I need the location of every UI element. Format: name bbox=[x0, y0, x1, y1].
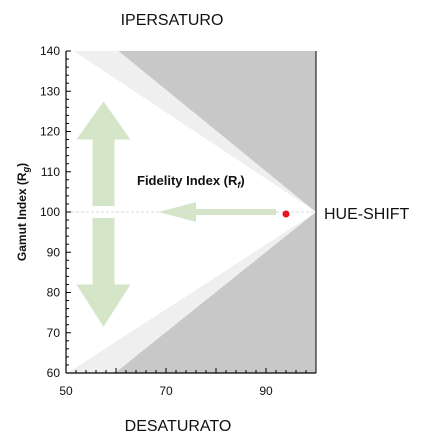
y-tick-label: 90 bbox=[47, 245, 61, 259]
dark-region bbox=[115, 51, 316, 373]
down-arrow bbox=[76, 218, 131, 327]
y-axis-title-close: ) bbox=[15, 163, 29, 167]
fidelity-index-subscript: f bbox=[237, 180, 241, 190]
y-tick-label: 80 bbox=[47, 286, 61, 300]
y-tick-label: 130 bbox=[40, 84, 60, 98]
x-tick-label: 90 bbox=[259, 384, 273, 398]
data-points bbox=[282, 210, 290, 218]
y-tick-label: 70 bbox=[47, 326, 61, 340]
region-label-top: IPERSATURO bbox=[121, 12, 224, 29]
up-arrow bbox=[76, 101, 131, 206]
y-tick-label: 110 bbox=[41, 165, 60, 179]
y-ticks: 60 70 80 90 100 110 120 130 140 bbox=[40, 44, 71, 380]
data-point-0 bbox=[282, 210, 290, 218]
y-tick-label: 100 bbox=[40, 205, 60, 219]
fidelity-index-close: ) bbox=[240, 173, 244, 188]
fidelity-index-text: Fidelity Index (R bbox=[137, 173, 238, 188]
y-tick-label: 140 bbox=[40, 44, 60, 58]
y-axis-title-text: Gamut Index (R bbox=[15, 172, 29, 261]
x-tick-label: 50 bbox=[59, 384, 73, 398]
region-label-bottom: DESATURATO bbox=[125, 418, 232, 435]
x-ticks: 50 70 90 bbox=[59, 368, 317, 398]
y-tick-label: 120 bbox=[40, 125, 60, 139]
x-tick-label: 70 bbox=[159, 384, 173, 398]
y-axis-title: Gamut Index (Rg) bbox=[15, 163, 31, 261]
y-axis-title-subscript: g bbox=[21, 166, 31, 173]
y-tick-label: 60 bbox=[47, 366, 61, 380]
region-label-right: HUE-SHIFT bbox=[324, 206, 410, 223]
fidelity-index-label: Fidelity Index (Rf) bbox=[137, 173, 245, 190]
